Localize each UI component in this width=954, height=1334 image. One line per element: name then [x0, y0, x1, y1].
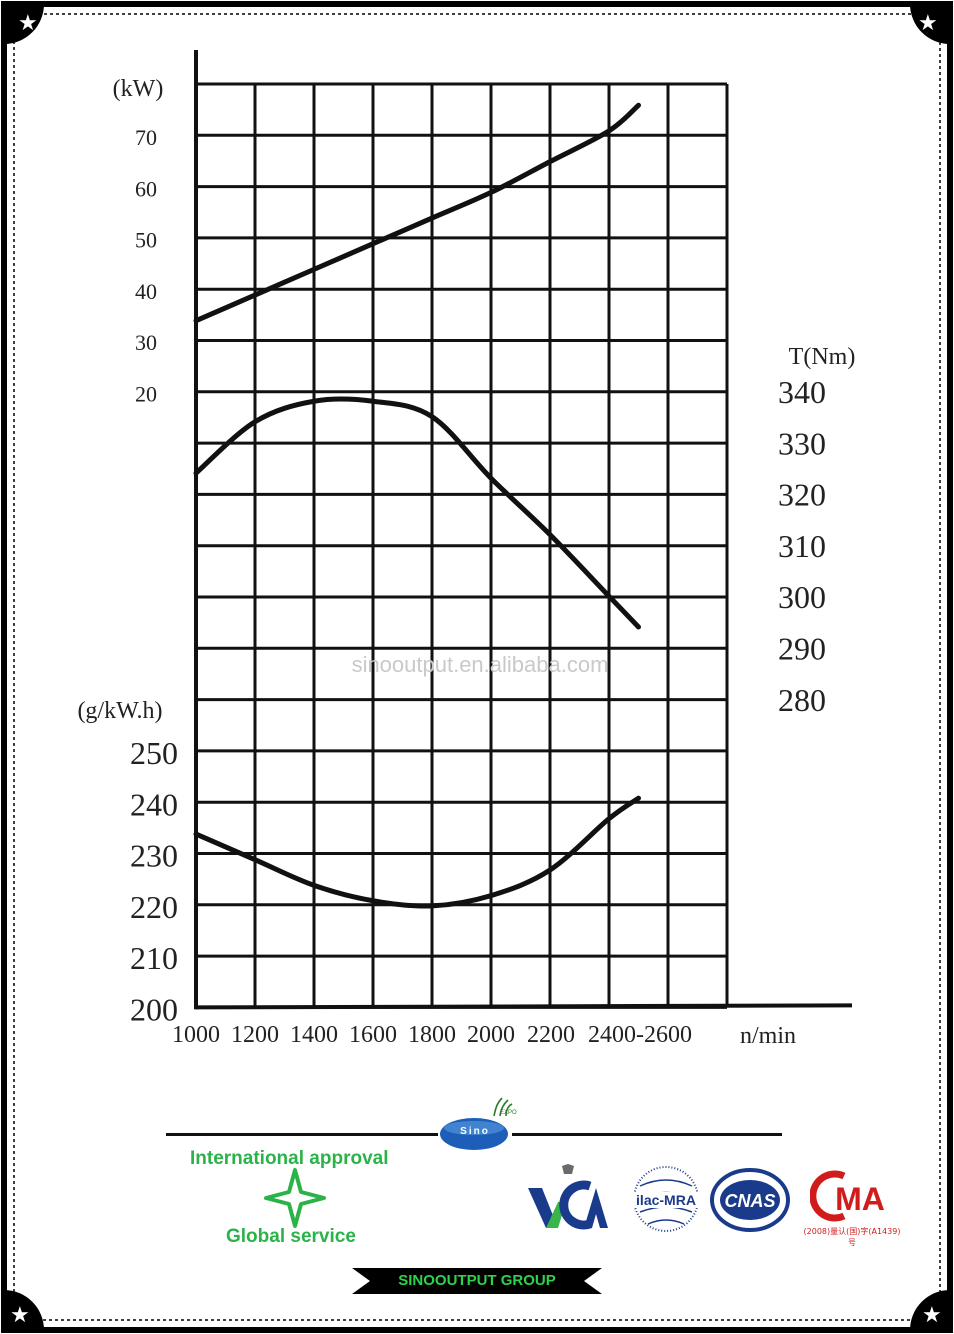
fuel-tick-label: 230 [130, 838, 178, 874]
torque-tick-label: 320 [778, 477, 826, 513]
fuel-axis-label: (g/kW.h) [77, 698, 162, 724]
torque-axis-label: T(Nm) [789, 344, 856, 370]
x-axis-line [195, 1003, 853, 1010]
fuel-tick-label: 240 [130, 786, 178, 822]
group-name: SINOOUTPUT GROUP [398, 1272, 556, 1289]
power-tick-label: 40 [135, 279, 157, 304]
cnas-label: CNAS [724, 1191, 775, 1211]
sino-logo [440, 1118, 508, 1150]
x-tick-label: 1200 [231, 1022, 279, 1048]
torque-tick-label: 300 [778, 579, 826, 615]
torque-tick-label: 310 [778, 528, 826, 564]
torque-tick-label: 280 [778, 682, 826, 718]
watermark: sinooutput.en.alibaba.com [351, 652, 609, 677]
power-tick-label: 50 [135, 228, 157, 253]
svg-text:★: ★ [918, 11, 938, 36]
vca-logo [528, 1164, 608, 1230]
x-tick-label: 2200 [527, 1022, 575, 1048]
fuel-tick-label: 210 [130, 940, 178, 976]
expo-logo-icon [493, 1097, 513, 1117]
corner-star-icon: ★ [4, 1290, 44, 1330]
x-tick-label: 2400-2600 [588, 1022, 692, 1048]
ilac-mra-logo: ilac-MRA [630, 1166, 702, 1232]
corner-star-icon: ★ [4, 4, 44, 44]
svg-text:★: ★ [18, 11, 38, 36]
power-axis-label: (kW) [113, 76, 164, 102]
corner-star-icon: ★ [910, 4, 950, 44]
x-tick-label: 1800 [408, 1022, 456, 1048]
compass-star-icon [264, 1168, 326, 1228]
sino-logo-text: Sino [460, 1126, 490, 1137]
svg-text:★: ★ [922, 1303, 942, 1328]
footer-divider-left [166, 1133, 438, 1136]
x-tick-label: 2000 [467, 1022, 515, 1048]
power-tick-label: 20 [135, 382, 157, 407]
power-tick-label: 60 [135, 176, 157, 201]
x-tick-label: 1000 [172, 1022, 220, 1048]
chart-axes [194, 50, 853, 1010]
footer-divider-right [512, 1133, 782, 1136]
x-tick-label: 1400 [290, 1022, 338, 1048]
fuel-tick-label: 220 [130, 889, 178, 925]
power-curve [193, 102, 641, 324]
fuel-tick-label: 200 [130, 992, 178, 1028]
chart-grid [194, 82, 729, 1009]
x-axis-label: n/min [740, 1023, 796, 1049]
chart-labels: (kW) 70 60 50 40 30 20 T(Nm) 340 330 320 310 300 290 2… [77, 76, 855, 1049]
engine-performance-chart: (kW) 70 60 50 40 30 20 T(Nm) 340 330 320 310 300 290 2… [77, 50, 855, 1049]
expo-logo-text: EXPO [500, 1110, 517, 1116]
chart-series [193, 102, 641, 909]
corner-star-icon: ★ [910, 1290, 950, 1330]
torque-curve [193, 396, 641, 630]
fuel-consumption-curve [193, 795, 641, 909]
global-service-text: Global service [226, 1226, 356, 1247]
torque-tick-label: 340 [778, 374, 826, 410]
international-approval-text: International approval [190, 1148, 389, 1169]
group-banner [352, 1268, 602, 1294]
cma-caption: (2008)量认(国)字(A1439)号 [803, 1227, 901, 1247]
power-tick-label: 70 [135, 125, 157, 150]
fuel-tick-label: 250 [130, 735, 178, 771]
svg-text:★: ★ [10, 1303, 30, 1328]
power-tick-label: 30 [135, 330, 157, 355]
x-tick-label: 1600 [349, 1022, 397, 1048]
cma-label: MA [835, 1181, 885, 1217]
torque-tick-label: 290 [778, 631, 826, 667]
cma-logo: MA [810, 1170, 885, 1222]
ilac-mra-label: ilac-MRA [636, 1192, 696, 1208]
torque-tick-label: 330 [778, 425, 826, 461]
cnas-logo: CNAS [710, 1168, 790, 1232]
